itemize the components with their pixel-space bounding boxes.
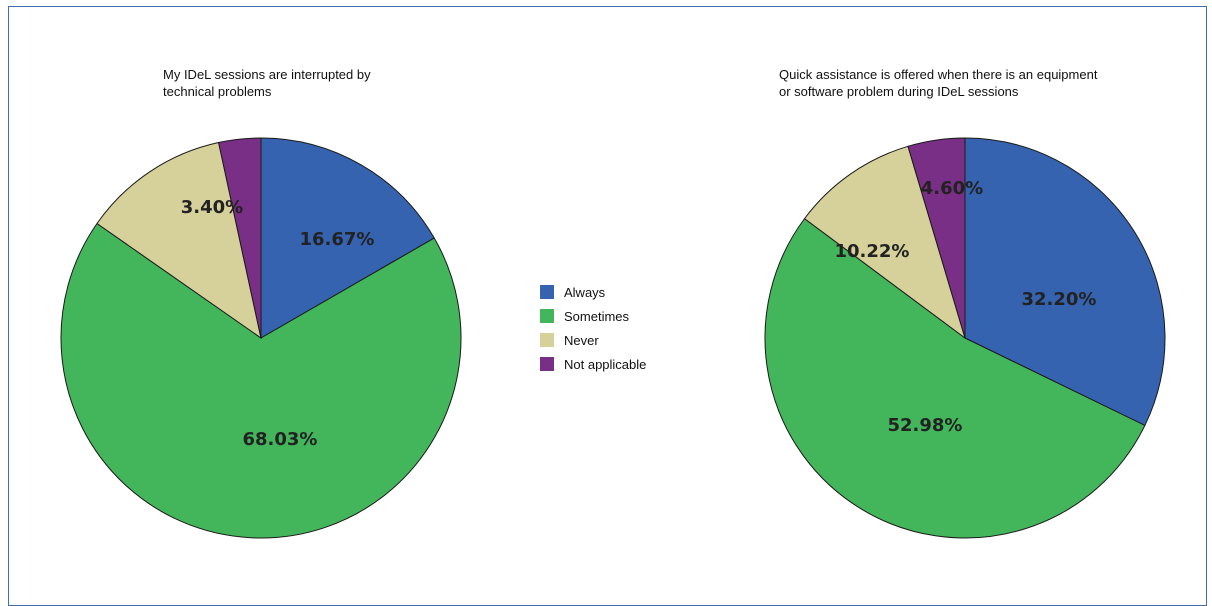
pie-slice-always — [260, 137, 435, 339]
legend-label-not-applicable: Not applicable — [564, 356, 647, 372]
legend-item-sometimes: Sometimes — [540, 304, 646, 328]
legend-item-never: Never — [540, 328, 646, 352]
legend-swatch-always — [540, 285, 554, 299]
pie-right: 32.20% 52.98% 10.22% 4.60% — [764, 137, 1166, 539]
legend-swatch-never — [540, 333, 554, 347]
chart-title-right: Quick assistance is offered when there i… — [779, 67, 1098, 99]
slice-label-always: 16.67% — [300, 229, 375, 250]
pie-slice-sometimes — [60, 222, 462, 539]
legend: Always Sometimes Never Not applicable — [540, 280, 646, 376]
pie-left: 16.67% 68.03% 3.40% — [60, 137, 462, 539]
slice-label-not-applicable: 4.60% — [921, 178, 983, 199]
slice-label-always: 32.20% — [1022, 289, 1097, 310]
slice-label-never: 10.22% — [835, 241, 910, 262]
legend-label-sometimes: Sometimes — [564, 308, 630, 324]
slice-label-sometimes: 68.03% — [243, 429, 318, 450]
pie-slice-never — [803, 145, 966, 340]
pie-slice-always — [964, 137, 1166, 427]
pie-slice-never — [96, 141, 262, 340]
legend-label-always: Always — [564, 284, 606, 300]
legend-swatch-not-applicable — [540, 357, 554, 371]
slice-label-not-applicable: 3.40% — [181, 197, 243, 218]
legend-swatch-sometimes — [540, 309, 554, 323]
slice-label-sometimes: 52.98% — [888, 415, 963, 436]
pie-slice-not-applicable — [907, 137, 966, 339]
legend-item-not-applicable: Not applicable — [540, 352, 646, 376]
pie-slice-not-applicable — [218, 137, 262, 339]
legend-item-always: Always — [540, 280, 646, 304]
pie-slice-sometimes — [764, 217, 1146, 539]
chart-title-left: My IDeL sessions are interrupted by tech… — [163, 67, 371, 99]
legend-label-never: Never — [564, 332, 599, 348]
